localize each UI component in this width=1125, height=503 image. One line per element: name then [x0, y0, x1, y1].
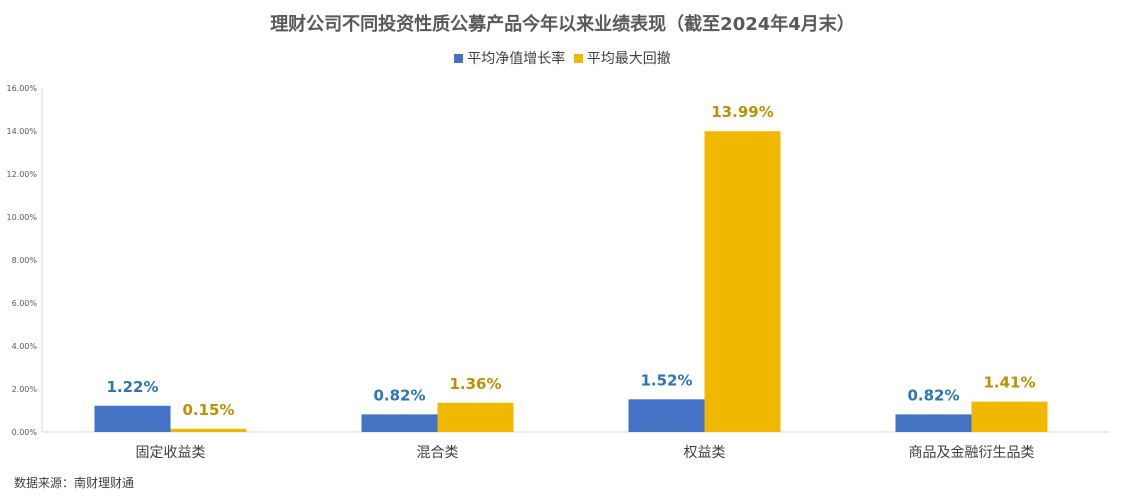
bar-nav-growth — [895, 414, 972, 432]
chart-legend: 平均净值增长率 平均最大回撤 — [0, 48, 1125, 68]
source-note: 数据来源：南财理财通 — [14, 476, 135, 490]
y-tick-label: 6.00% — [12, 299, 38, 308]
data-label: 0.82% — [373, 386, 425, 404]
x-category-label: 商品及金融衍生品类 — [909, 445, 1035, 461]
bar-nav-growth — [628, 399, 705, 432]
bar-chart: 0.00% 2.00% 4.00% 6.00% 8.00% 10.00% 12.00% 14.… — [6, 84, 1110, 461]
bar-max-drawdown — [971, 401, 1048, 432]
legend-label-nav-growth: 平均净值增长率 — [467, 51, 566, 67]
legend-label-max-drawdown: 平均最大回撤 — [586, 51, 671, 67]
data-label: 1.52% — [640, 371, 692, 389]
data-label: 1.22% — [106, 378, 158, 396]
bar-max-drawdown — [437, 402, 514, 432]
legend-item-nav-growth[interactable]: 平均净值增长率 — [454, 48, 565, 68]
y-tick-label: 0.00% — [12, 428, 38, 437]
y-tick-label: 2.00% — [12, 385, 38, 394]
data-label: 1.41% — [983, 374, 1035, 392]
bar-max-drawdown — [170, 428, 247, 432]
y-tick-label: 14.00% — [6, 127, 37, 136]
y-tick-label: 10.00% — [6, 213, 37, 222]
legend-item-max-drawdown[interactable]: 平均最大回撤 — [573, 48, 671, 68]
y-tick-label: 12.00% — [6, 170, 37, 179]
data-label: 0.82% — [907, 386, 959, 404]
x-category-label: 固定收益类 — [136, 445, 206, 461]
bar-nav-growth — [361, 414, 438, 432]
y-tick-label: 16.00% — [6, 84, 37, 93]
bar-nav-growth — [94, 405, 171, 432]
chart-title: 理财公司不同投资性质公募产品今年以来业绩表现（截至2024年4月末） — [270, 14, 855, 35]
data-label: 13.99% — [711, 103, 773, 121]
legend-swatch-blue — [454, 53, 464, 63]
data-label: 1.36% — [449, 375, 501, 393]
x-category-label: 权益类 — [684, 445, 726, 461]
bar-max-drawdown — [704, 131, 781, 432]
y-tick-label: 8.00% — [12, 256, 38, 265]
legend-swatch-gold — [573, 53, 583, 63]
data-label: 0.15% — [182, 401, 234, 419]
x-category-label: 混合类 — [417, 445, 459, 461]
y-tick-label: 4.00% — [12, 342, 38, 351]
